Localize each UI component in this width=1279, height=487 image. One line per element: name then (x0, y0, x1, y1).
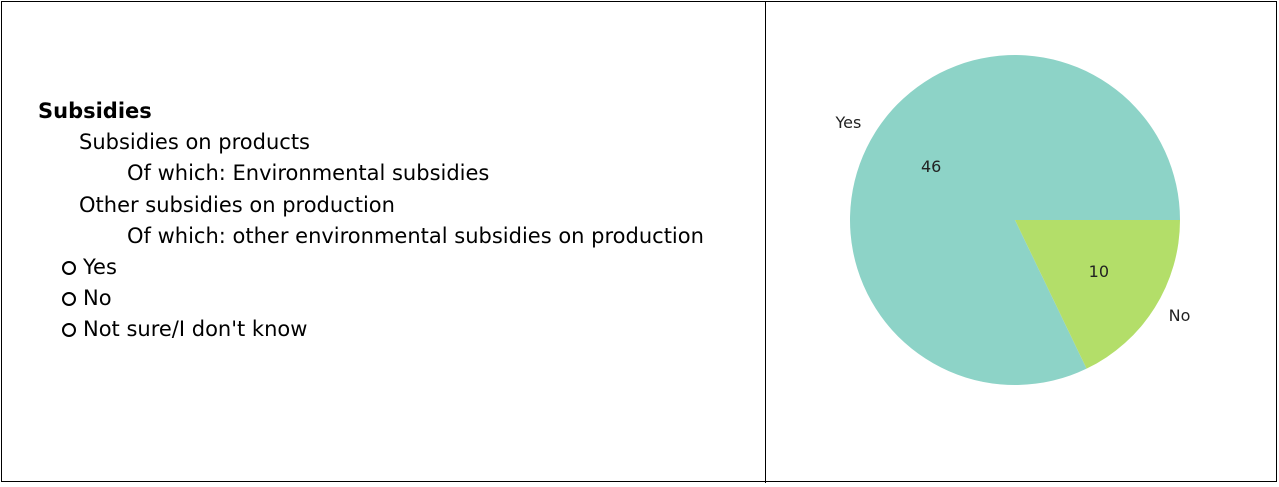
option-no[interactable]: No (62, 286, 112, 310)
pie-value-label-yes: 46 (921, 157, 941, 176)
pie-value-label-no: 10 (1089, 262, 1109, 281)
pie-slice-yes (850, 54, 1180, 385)
pie-chart: 46 Yes 10 No (766, 1, 1278, 483)
question-item-environmental-subsidies: Of which: Environmental subsidies (127, 161, 490, 185)
option-label: Yes (83, 255, 117, 279)
option-not-sure[interactable]: Not sure/I don't know (62, 317, 307, 341)
pie-slice-no (1015, 220, 1180, 369)
question-item-other-environmental-subsidies: Of which: other environmental subsidies … (127, 224, 704, 248)
option-label: No (83, 286, 112, 310)
pie-category-label-no: No (1169, 306, 1191, 325)
question-item-subsidies-on-products: Subsidies on products (79, 130, 310, 154)
question-item-other-subsidies: Other subsidies on production (79, 193, 395, 217)
radio-circle-icon[interactable] (62, 261, 76, 275)
pie-category-label-yes: Yes (834, 113, 861, 132)
radio-circle-icon[interactable] (62, 292, 76, 306)
radio-circle-icon[interactable] (62, 323, 76, 337)
question-cell: Subsidies Subsidies on products Of which… (38, 99, 704, 341)
pie-chart-svg: 46 Yes 10 No (834, 54, 1191, 385)
option-yes[interactable]: Yes (62, 255, 117, 279)
column-divider (765, 1, 766, 483)
option-label: Not sure/I don't know (83, 317, 308, 341)
question-heading: Subsidies (38, 99, 152, 123)
